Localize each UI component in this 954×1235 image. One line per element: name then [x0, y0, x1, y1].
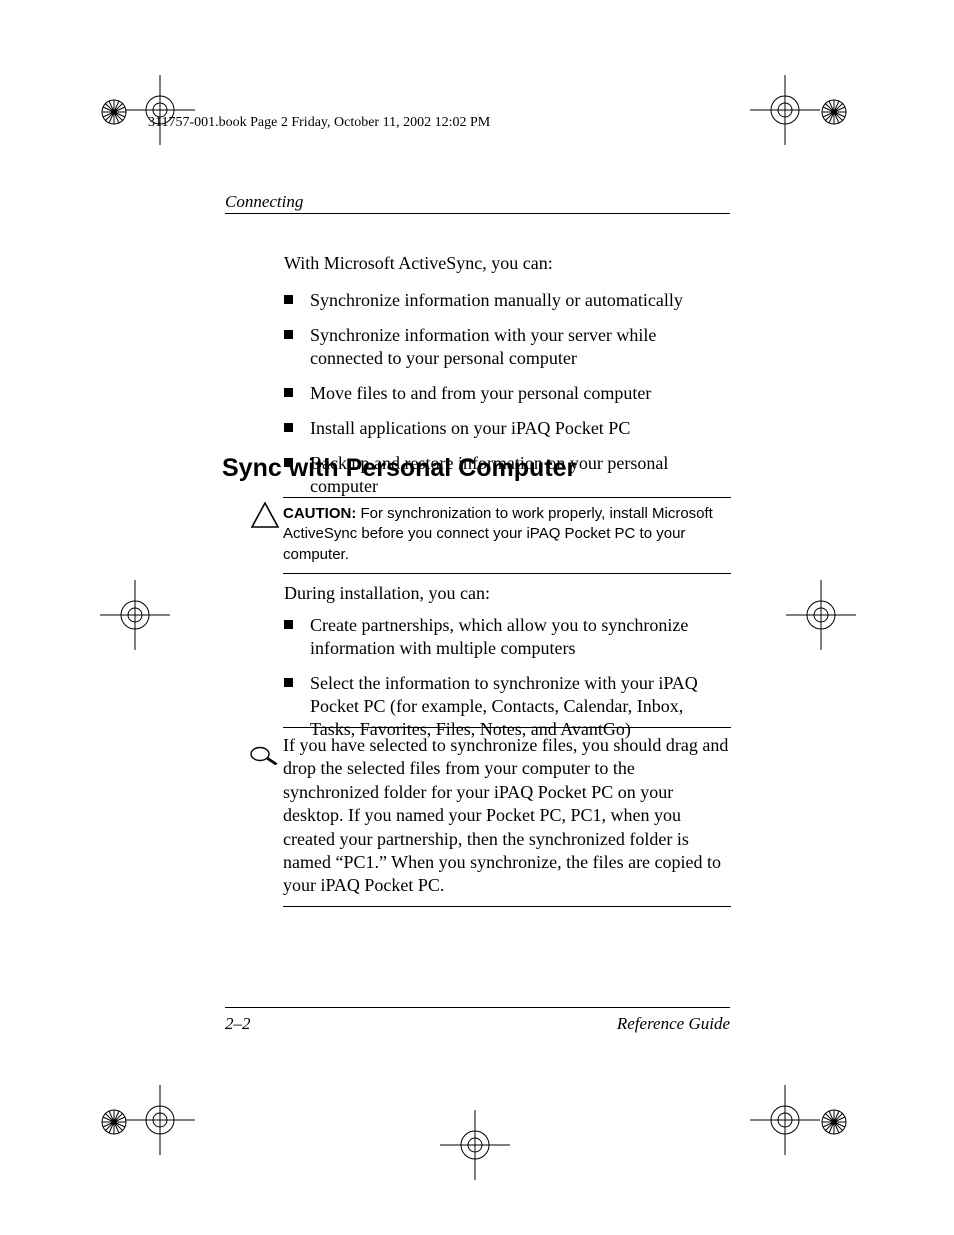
- sunburst-mark-icon: [820, 98, 848, 126]
- sunburst-mark-icon: [820, 1108, 848, 1136]
- section-label: Connecting: [225, 192, 303, 212]
- registration-mark-icon: [125, 75, 195, 145]
- caution-icon: [251, 502, 279, 533]
- footer-page-number: 2–2: [225, 1014, 251, 1034]
- caution-text: CAUTION: For synchronization to work pro…: [283, 504, 731, 565]
- registration-mark-icon: [750, 75, 820, 145]
- document-page: 311757-001.book Page 2 Friday, October 1…: [0, 0, 954, 1235]
- registration-mark-icon: [125, 1085, 195, 1155]
- heading-sync: Sync with Personal Computer: [222, 454, 576, 483]
- caution-rule-top: [283, 497, 731, 498]
- running-head: 311757-001.book Page 2 Friday, October 1…: [148, 115, 490, 131]
- note-block: If you have selected to synchronize file…: [283, 727, 731, 907]
- note-icon: [250, 743, 278, 770]
- sunburst-mark-icon: [100, 1108, 128, 1136]
- note-rule-top: [283, 727, 731, 728]
- header-rule: [225, 213, 730, 214]
- list-item: Synchronize information manually or auto…: [284, 289, 728, 312]
- footer-guide-label: Reference Guide: [617, 1014, 730, 1034]
- registration-mark-icon: [100, 580, 170, 650]
- list-item: Synchronize information with your server…: [284, 324, 728, 370]
- note-text: If you have selected to synchronize file…: [283, 734, 731, 898]
- registration-mark-icon: [750, 1085, 820, 1155]
- registration-mark-icon: [786, 580, 856, 650]
- list-item: Install applications on your iPAQ Pocket…: [284, 417, 728, 440]
- intro-text: With Microsoft ActiveSync, you can:: [284, 252, 728, 275]
- caution-block: CAUTION: For synchronization to work pro…: [283, 497, 731, 574]
- footer-rule: [225, 1007, 730, 1008]
- sunburst-mark-icon: [100, 98, 128, 126]
- list-item: Create partnerships, which allow you to …: [284, 614, 728, 660]
- caution-rule-bottom: [283, 573, 731, 574]
- caution-label: CAUTION:: [283, 505, 356, 522]
- list-item: Move files to and from your personal com…: [284, 382, 728, 405]
- during-text: During installation, you can:: [284, 583, 728, 604]
- note-rule-bottom: [283, 906, 731, 907]
- registration-mark-icon: [440, 1110, 510, 1180]
